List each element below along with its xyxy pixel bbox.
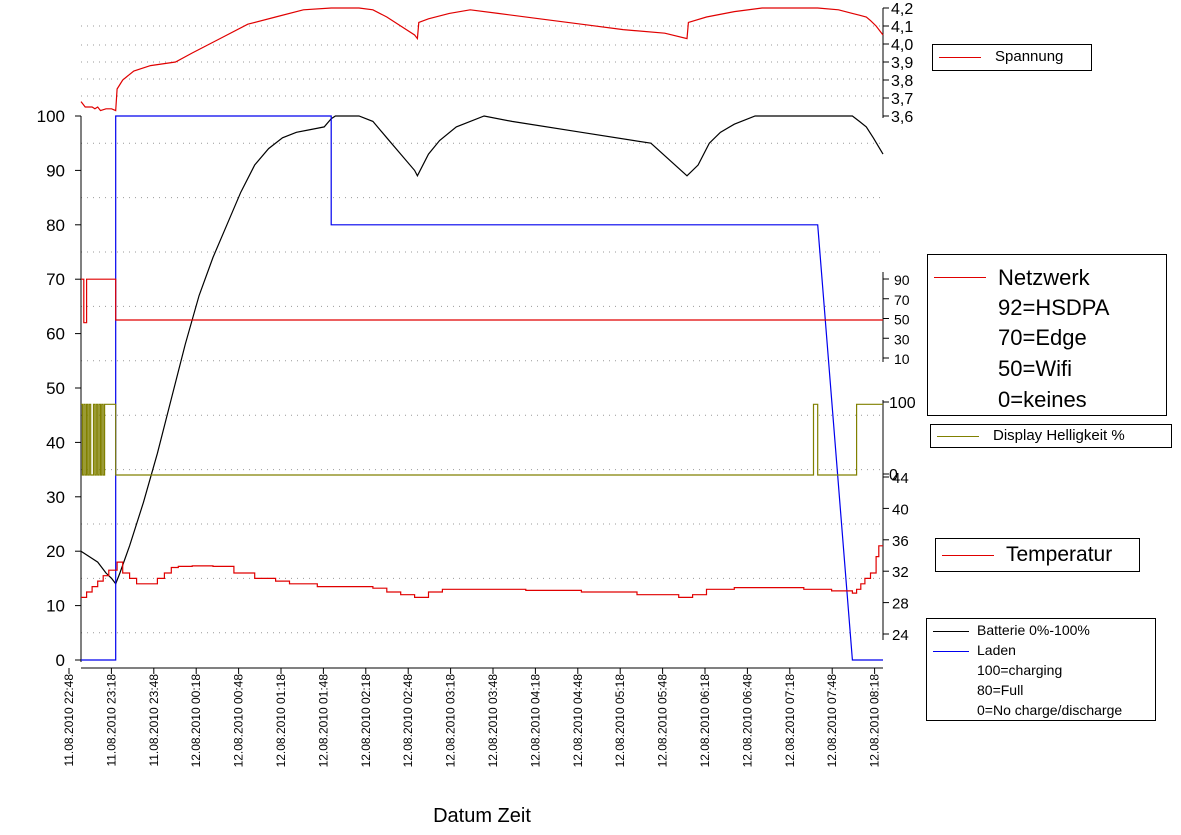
x-axis-tick-label: 11.08.2010 22:48	[62, 674, 76, 767]
legend-netzwerk-wifi: 50=Wifi	[998, 356, 1072, 381]
x-axis-tick-label: 12.08.2010 02:48	[401, 674, 415, 768]
left-axis-tick-label: 0	[56, 651, 65, 670]
x-axis-tick-label: 12.08.2010 08:18	[868, 674, 882, 768]
netzwerk-axis-tick-label: 10	[894, 351, 910, 367]
legend-spannung: Spannung	[932, 44, 1092, 71]
spannung-axis-tick-label: 4,1	[891, 19, 913, 36]
temperatur-axis-tick-label: 24	[892, 627, 909, 644]
x-axis-tick-label: 11.08.2010 23:48	[147, 674, 161, 767]
left-axis-tick-label: 50	[46, 379, 65, 398]
spannung-axis-tick-label: 4,0	[891, 37, 913, 54]
legend-laden-full: 80=Full	[977, 682, 1024, 698]
legend-netzwerk-edge: 70=Edge	[998, 325, 1087, 350]
x-axis-tick-label: 12.08.2010 05:18	[613, 674, 627, 768]
x-axis-tick-label: 12.08.2010 02:18	[359, 674, 373, 768]
legend-label-spannung: Spannung	[995, 48, 1064, 65]
legend-label-display: Display Helligkeit %	[993, 427, 1125, 444]
temperatur-axis-tick-label: 28	[892, 596, 909, 613]
series-line-netzwerk	[81, 278, 883, 324]
left-axis-tick-label: 30	[46, 488, 65, 507]
left-axis-tick-label: 90	[46, 161, 65, 180]
left-axis-tick-label: 70	[46, 270, 65, 289]
netzwerk-axis-tick-label: 30	[894, 331, 910, 347]
left-axis-tick-label: 40	[46, 433, 65, 452]
left-axis-tick-label: 60	[46, 325, 65, 344]
left-axis-tick-label: 80	[46, 216, 65, 235]
x-axis-label: Datum Zeit	[433, 805, 531, 827]
legend-laden-none: 0=No charge/discharge	[977, 702, 1123, 718]
display-axis-tick-label: 100	[889, 395, 916, 412]
legend-netzwerk-keines: 0=keines	[998, 387, 1087, 412]
x-axis-tick-label: 12.08.2010 07:18	[783, 674, 797, 768]
legend-line-batterie	[933, 631, 969, 632]
left-axis-tick-label: 10	[46, 597, 65, 616]
x-axis-tick-label: 12.08.2010 01:18	[274, 674, 288, 768]
x-axis-tick-label: 12.08.2010 06:48	[740, 674, 754, 768]
legend-netzwerk-hsdpa: 92=HSDPA	[998, 295, 1110, 320]
x-axis-tick-label: 11.08.2010 23:18	[104, 674, 118, 767]
netzwerk-axis-tick-label: 50	[894, 312, 910, 328]
legend-laden-charging: 100=charging	[977, 662, 1063, 678]
x-axis-tick-label: 12.08.2010 00:18	[189, 674, 203, 768]
left-axis-tick-label: 20	[46, 542, 65, 561]
x-axis-tick-label: 12.08.2010 00:48	[232, 674, 246, 768]
legend-netzwerk: Netzwerk 92=HSDPA 70=Edge 50=Wifi 0=kein…	[927, 254, 1167, 416]
series-line-batterie-0-100	[80, 115, 884, 586]
series-line-spannung	[80, 7, 884, 112]
legend-line-laden	[933, 651, 969, 652]
legend-line-netzwerk	[934, 277, 986, 278]
temperatur-axis-tick-label: 32	[892, 564, 909, 581]
legend-label-laden: Laden	[977, 642, 1016, 658]
series-line-display-helligkeit	[81, 403, 883, 476]
temperatur-axis-tick-label: 44	[892, 470, 909, 487]
legend-label-batterie: Batterie 0%-100%	[977, 622, 1090, 638]
legend-display: Display Helligkeit %	[930, 424, 1172, 448]
series-line-temperatur	[81, 545, 883, 598]
x-axis-tick-label: 12.08.2010 05:48	[656, 674, 670, 768]
x-axis-tick-label: 12.08.2010 06:18	[698, 674, 712, 768]
x-axis-tick-label: 12.08.2010 07:48	[825, 674, 839, 768]
x-axis-tick-label: 12.08.2010 03:48	[486, 674, 500, 768]
legend-temperatur: Temperatur	[935, 538, 1140, 572]
x-axis-tick-label: 12.08.2010 04:18	[528, 674, 542, 768]
legend-line-spannung	[939, 57, 981, 58]
netzwerk-axis-tick-label: 70	[894, 292, 910, 308]
axes	[68, 7, 889, 674]
legend-batterie-laden: Batterie 0%-100% Laden 100=charging 80=F…	[926, 618, 1156, 721]
left-axis-tick-label: 100	[37, 107, 65, 126]
spannung-axis-tick-label: 4,2	[891, 1, 913, 18]
legend-label-netzwerk: Netzwerk	[998, 265, 1090, 290]
legend-line-display	[937, 436, 979, 437]
legend-line-temperatur	[942, 555, 994, 556]
spannung-axis-tick-label: 3,8	[891, 73, 913, 90]
legend-label-temperatur: Temperatur	[1006, 543, 1113, 566]
x-axis-tick-label: 12.08.2010 03:18	[444, 674, 458, 768]
temperatur-axis-tick-label: 36	[892, 533, 909, 550]
spannung-axis-tick-label: 3,6	[891, 109, 913, 126]
netzwerk-axis-tick-label: 90	[894, 272, 910, 288]
series-line-laden	[81, 115, 883, 661]
spannung-axis-tick-label: 3,7	[891, 91, 913, 108]
x-axis-tick-label: 12.08.2010 04:48	[571, 674, 585, 768]
temperatur-axis-tick-label: 40	[892, 501, 909, 518]
spannung-axis-tick-label: 3,9	[891, 55, 913, 72]
display-axis-tick-label: 0	[889, 467, 898, 484]
x-axis-tick-label: 12.08.2010 01:48	[316, 674, 330, 768]
series-layer	[80, 7, 884, 661]
